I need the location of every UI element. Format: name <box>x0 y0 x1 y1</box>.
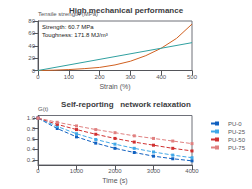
svg-text:Strain (%): Strain (%) <box>99 83 130 91</box>
svg-text:PU-0: PU-0 <box>228 121 242 127</box>
svg-text:0: 0 <box>32 68 36 74</box>
svg-text:0: 0 <box>36 168 40 174</box>
svg-text:0.6: 0.6 <box>27 136 36 142</box>
svg-text:PU-25: PU-25 <box>228 129 246 135</box>
svg-text:400: 400 <box>156 74 167 80</box>
svg-text:Self-reporting network relax: Self-reporting network relaxation <box>61 100 191 109</box>
svg-text:1000: 1000 <box>70 168 84 174</box>
svg-text:40: 40 <box>28 43 35 49</box>
svg-text:High mechanical performance: High mechanical performance <box>69 6 184 15</box>
svg-text:Toughness: 171.8 MJ/m³: Toughness: 171.8 MJ/m³ <box>42 32 108 38</box>
svg-text:Time (s): Time (s) <box>102 177 127 185</box>
svg-text:200: 200 <box>95 74 106 80</box>
svg-text:3000: 3000 <box>147 168 161 174</box>
svg-text:4000: 4000 <box>185 168 199 174</box>
svg-text:PU-50: PU-50 <box>228 137 246 143</box>
svg-text:500: 500 <box>187 74 198 80</box>
svg-text:0.4: 0.4 <box>27 146 36 152</box>
svg-text:Strength: 60.7 MPa: Strength: 60.7 MPa <box>42 24 94 30</box>
svg-text:1.0: 1.0 <box>27 115 36 121</box>
svg-text:2000: 2000 <box>108 168 122 174</box>
svg-text:0: 0 <box>36 74 40 80</box>
svg-text:0.8: 0.8 <box>27 126 36 132</box>
svg-text:20: 20 <box>28 55 35 61</box>
svg-text:60: 60 <box>28 30 35 36</box>
svg-text:300: 300 <box>125 74 136 80</box>
svg-text:80: 80 <box>28 18 35 24</box>
svg-text:100: 100 <box>64 74 75 80</box>
svg-text:PU-75: PU-75 <box>228 145 246 151</box>
svg-text:G(t): G(t) <box>38 106 48 112</box>
svg-text:0.2: 0.2 <box>27 157 36 163</box>
